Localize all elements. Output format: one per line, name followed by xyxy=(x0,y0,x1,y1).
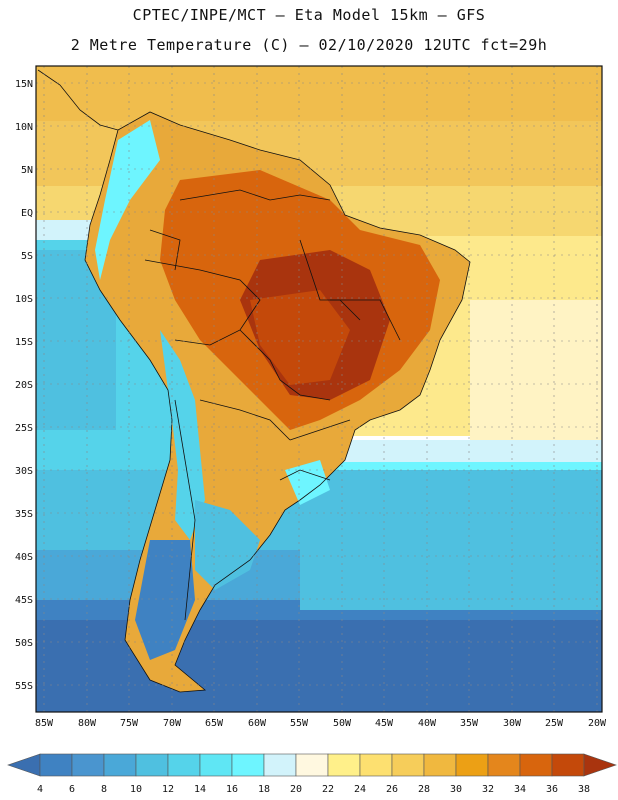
lat-label: 45S xyxy=(15,595,33,606)
map-title-model: CPTEC/INPE/MCT – Eta Model 15km – GFS xyxy=(132,6,486,24)
legend-level-label: 28 xyxy=(418,784,430,795)
legend-level-label: 30 xyxy=(450,784,462,795)
legend-level-label: 26 xyxy=(386,784,398,795)
legend-level-label: 12 xyxy=(162,784,174,795)
lon-label: 20W xyxy=(588,718,607,729)
legend-swatch xyxy=(263,753,297,777)
legend-swatch xyxy=(551,753,585,777)
legend-level-label: 38 xyxy=(578,784,590,795)
latitude-axis: 15N 10N 5N EQ 5S 10S 15S 20S 25S 30S 35S… xyxy=(15,79,33,692)
lat-label: 35S xyxy=(15,509,33,520)
lon-label: 30W xyxy=(503,718,522,729)
lat-label: 10N xyxy=(15,122,33,133)
lon-label: 35W xyxy=(460,718,479,729)
legend-swatch xyxy=(103,753,137,777)
lon-label: 75W xyxy=(120,718,139,729)
lat-label: 5N xyxy=(21,165,33,176)
legend-swatch xyxy=(487,753,521,777)
lat-label: 5S xyxy=(21,251,33,262)
color-legend: 4 6 8 10 12 14 16 18 20 22 24 26 28 30 32 34 36 38 xyxy=(7,753,617,795)
lon-label: 80W xyxy=(78,718,97,729)
legend-under-arrow xyxy=(7,753,41,777)
legend-level-label: 24 xyxy=(354,784,366,795)
lat-label: 10S xyxy=(15,294,33,305)
legend-level-label: 20 xyxy=(290,784,302,795)
country-borders xyxy=(37,69,471,693)
legend-level-label: 36 xyxy=(546,784,558,795)
legend-level-label: 10 xyxy=(130,784,142,795)
legend-swatch xyxy=(39,753,73,777)
lat-label: 40S xyxy=(15,552,33,563)
temperature-field xyxy=(36,66,602,712)
legend-swatch xyxy=(391,753,425,777)
lat-label: 25S xyxy=(15,423,33,434)
legend-swatch xyxy=(231,753,265,777)
lon-label: 40W xyxy=(418,718,437,729)
lon-label: 25W xyxy=(545,718,564,729)
legend-swatch xyxy=(295,753,329,777)
legend-level-label: 18 xyxy=(258,784,270,795)
legend-level-label: 22 xyxy=(322,784,334,795)
longitude-axis: 85W 80W 75W 70W 65W 60W 55W 50W 45W 40W … xyxy=(35,718,607,729)
legend-level-label: 8 xyxy=(101,784,107,795)
lon-label: 85W xyxy=(35,718,54,729)
legend-level-label: 34 xyxy=(514,784,526,795)
lat-label: 30S xyxy=(15,466,33,477)
legend-swatch xyxy=(135,753,169,777)
lat-label: 55S xyxy=(15,681,33,692)
legend-swatch xyxy=(455,753,489,777)
legend-level-label: 32 xyxy=(482,784,494,795)
legend-level-label: 6 xyxy=(69,784,75,795)
lat-label: 20S xyxy=(15,380,33,391)
legend-swatch xyxy=(423,753,457,777)
legend-level-label: 4 xyxy=(37,784,43,795)
legend-swatch xyxy=(519,753,553,777)
map-frame xyxy=(35,65,603,713)
lat-label: EQ xyxy=(21,208,33,219)
graticule xyxy=(36,66,602,712)
legend-swatch xyxy=(167,753,201,777)
lon-label: 55W xyxy=(290,718,309,729)
lon-label: 60W xyxy=(248,718,267,729)
lat-label: 15N xyxy=(15,79,33,90)
lon-label: 70W xyxy=(163,718,182,729)
legend-swatch xyxy=(327,753,361,777)
lon-label: 65W xyxy=(205,718,224,729)
legend-swatch xyxy=(199,753,233,777)
legend-level-label: 16 xyxy=(226,784,238,795)
map-title-variable: 2 Metre Temperature (C) – 02/10/2020 12U… xyxy=(70,36,548,54)
lat-label: 15S xyxy=(15,337,33,348)
lat-label: 50S xyxy=(15,638,33,649)
legend-over-arrow xyxy=(583,753,617,777)
legend-swatch xyxy=(71,753,105,777)
legend-level-label: 14 xyxy=(194,784,206,795)
lon-label: 50W xyxy=(333,718,352,729)
lon-label: 45W xyxy=(375,718,394,729)
legend-swatch xyxy=(359,753,393,777)
